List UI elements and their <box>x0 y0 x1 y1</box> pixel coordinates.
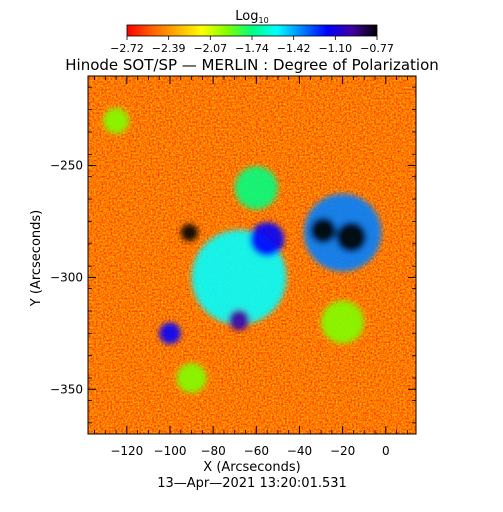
x-tick-label: 0 <box>382 444 390 458</box>
polarization-feature <box>103 107 129 134</box>
polarization-feature <box>176 362 207 394</box>
colorbar-tick-label: −2.07 <box>193 42 227 55</box>
polarization-feature <box>336 221 367 253</box>
polarization-feature <box>159 322 181 345</box>
x-tick-label: −80 <box>200 444 225 458</box>
y-axis: −250 −300 −350 <box>50 86 416 424</box>
polarization-feature <box>234 166 278 210</box>
colorbar-tick-label: −1.74 <box>235 42 269 55</box>
colorbar-tick-label: −0.77 <box>360 42 394 55</box>
colorbar-tick-label: −2.39 <box>152 42 186 55</box>
y-tick-label: −350 <box>50 382 83 396</box>
colorbar <box>126 24 378 37</box>
x-tick-label: −120 <box>110 444 143 458</box>
y-tick-label: −300 <box>50 270 83 284</box>
colorbar-tick-label: −1.10 <box>318 42 352 55</box>
x-tick-label: −60 <box>244 444 269 458</box>
polarization-feature <box>310 217 337 244</box>
x-tick-label: −40 <box>287 444 312 458</box>
x-axis-label: X (Arcseconds) <box>203 460 300 475</box>
x-tick-label: −20 <box>330 444 355 458</box>
heatmap-image <box>88 76 416 434</box>
chart-title: Hinode SOT/SP — MERLIN : Degree of Polar… <box>65 56 439 74</box>
polarization-feature <box>180 223 199 242</box>
timestamp-footer: 13—Apr—2021 13:20:01.531 <box>157 476 347 491</box>
x-axis: −120 −100 −80 −60 −40 −20 0 <box>94 76 408 458</box>
polarization-feature <box>228 309 250 331</box>
colorbar-tick-label: −1.42 <box>277 42 311 55</box>
polarization-feature <box>249 222 285 257</box>
plot-frame <box>87 75 417 435</box>
x-tick-label: −100 <box>154 444 187 458</box>
colorbar-ticks: −2.72 −2.39 −2.07 −1.74 −1.42 −1.10 −0.77 <box>110 36 394 55</box>
colorbar-tick-label: −2.72 <box>110 42 144 55</box>
colorbar-title: Log10 <box>235 9 268 25</box>
polarization-feature <box>321 300 365 344</box>
y-tick-label: −250 <box>50 159 83 173</box>
y-axis-label: Y (Arcseconds) <box>29 210 44 307</box>
